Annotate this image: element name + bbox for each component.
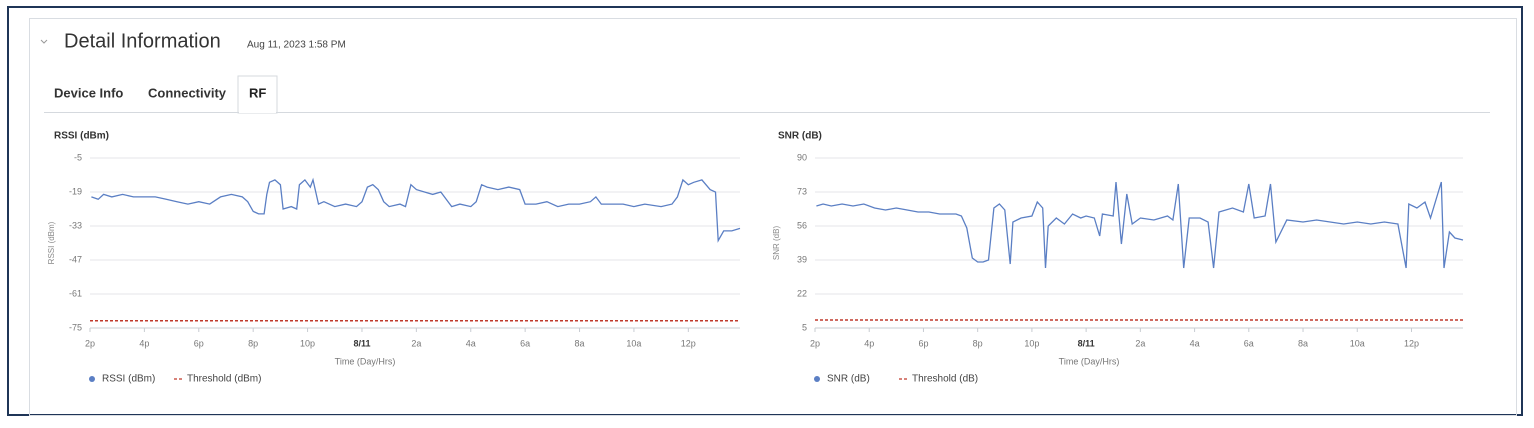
x-tick-label: 4p (864, 338, 874, 348)
x-tick-label: 8/11 (1078, 338, 1095, 348)
y-tick-label: 56 (797, 220, 807, 230)
x-tick-label: 2p (810, 338, 820, 348)
x-tick-label: 4a (1190, 338, 1200, 348)
legend-label: Threshold (dBm) (187, 374, 261, 385)
legend-swatch (814, 376, 820, 382)
y-tick-label: -33 (69, 220, 82, 230)
x-tick-label: 2a (411, 338, 421, 348)
x-tick-label: 8p (973, 338, 983, 348)
x-tick-label: 10p (300, 338, 315, 348)
y-axis-label: SNR (dB) (772, 226, 781, 261)
x-tick-label: 4p (139, 338, 149, 348)
detail-panel (29, 18, 1517, 416)
window-frame (7, 6, 1523, 416)
tab[interactable]: RF (249, 85, 266, 100)
collapse-chevron[interactable] (40, 39, 48, 44)
y-tick-label: -47 (69, 254, 82, 264)
x-tick-label: 8p (248, 338, 258, 348)
x-tick-label: 8a (575, 338, 585, 348)
active-tab-box (237, 75, 278, 114)
tab[interactable]: Connectivity (148, 85, 227, 100)
x-tick-label: 2a (1135, 338, 1145, 348)
chart-title: RSSI (dBm) (54, 131, 109, 142)
x-tick-label: 8/11 (353, 338, 370, 348)
legend-label: RSSI (dBm) (102, 374, 155, 385)
section-title: Detail Information (64, 30, 221, 52)
tab[interactable]: Device Info (54, 85, 123, 100)
series-line (91, 177, 741, 243)
y-tick-label: 22 (797, 288, 807, 298)
y-tick-label: -61 (69, 288, 82, 298)
legend-label: SNR (dB) (827, 374, 870, 385)
x-tick-label: 10a (626, 338, 641, 348)
y-axis-label: RSSI (dBm) (47, 221, 56, 264)
chart-title: SNR (dB) (778, 131, 822, 142)
timestamp: Aug 11, 2023 1:58 PM (247, 40, 346, 51)
legend-swatch (89, 376, 95, 382)
x-tick-label: 6p (194, 338, 204, 348)
x-tick-label: 2p (85, 338, 95, 348)
x-axis-label: Time (Day/Hrs) (335, 356, 396, 366)
x-axis-label: Time (Day/Hrs) (1059, 356, 1120, 366)
x-tick-label: 10a (1350, 338, 1365, 348)
x-tick-label: 4a (466, 338, 476, 348)
x-tick-label: 12p (1404, 338, 1419, 348)
x-tick-label: 8a (1298, 338, 1308, 348)
series-line (816, 181, 1464, 269)
y-tick-label: 73 (797, 186, 807, 196)
y-tick-label: -19 (69, 186, 82, 196)
y-tick-label: 5 (802, 322, 807, 332)
x-tick-label: 6a (520, 338, 530, 348)
legend-label: Threshold (dB) (912, 374, 978, 385)
y-tick-label: 39 (797, 254, 807, 264)
y-tick-label: -75 (69, 322, 82, 332)
x-tick-label: 10p (1024, 338, 1039, 348)
y-tick-label: -5 (74, 152, 82, 162)
x-tick-label: 6a (1244, 338, 1254, 348)
y-tick-label: 90 (797, 152, 807, 162)
x-tick-label: 12p (681, 338, 696, 348)
x-tick-label: 6p (918, 338, 928, 348)
